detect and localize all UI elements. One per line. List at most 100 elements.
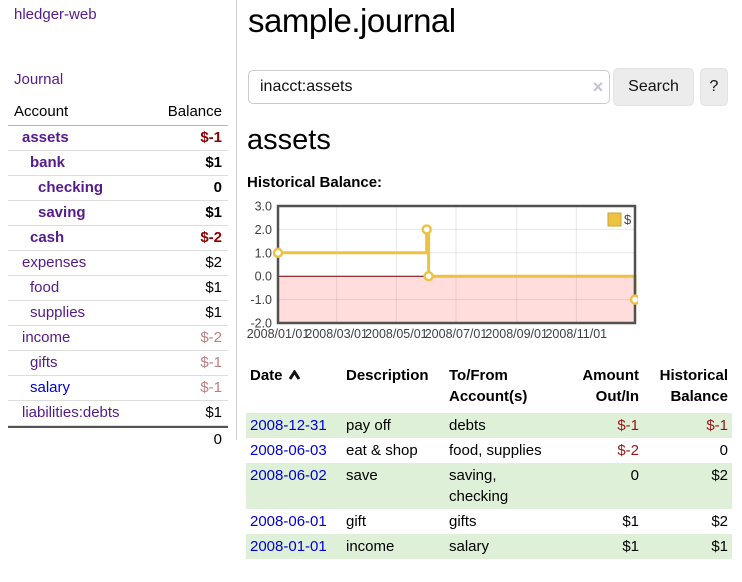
- x-axis-tick-label: 2008/05/01: [365, 327, 428, 341]
- register-date-link[interactable]: 2008-06-01: [250, 513, 327, 530]
- sidebar-account-row: cash $-2: [8, 226, 228, 251]
- sidebar-account-link[interactable]: saving: [38, 204, 86, 221]
- data-point-marker: [629, 294, 638, 305]
- legend-label: $: [624, 212, 632, 227]
- clear-search-icon[interactable]: ×: [592, 77, 604, 97]
- date-column-header[interactable]: Date: [246, 363, 342, 413]
- sidebar-account-link[interactable]: bank: [30, 154, 66, 171]
- x-axis-tick-label: 2008/03/01: [305, 327, 368, 341]
- description-column-header: Description: [346, 367, 429, 384]
- register-row: 2008-06-01 gift gifts $1 $2: [246, 509, 732, 534]
- register-accounts: debts: [449, 417, 486, 434]
- sidebar-account-link[interactable]: cash: [30, 229, 65, 246]
- account-page-title: assets: [247, 124, 331, 156]
- sidebar-account-link[interactable]: food: [30, 279, 60, 296]
- account-total-row: 0: [8, 426, 228, 452]
- register-description: save: [346, 467, 378, 484]
- register-description: eat & shop: [346, 442, 418, 459]
- sidebar-account-balance: $1: [205, 154, 222, 171]
- data-point-marker: [421, 224, 432, 235]
- plot-border: [276, 204, 637, 325]
- sidebar-account-link[interactable]: expenses: [22, 254, 87, 271]
- accounts-column-header: To/From Account(s): [449, 367, 528, 405]
- register-balance: 0: [719, 442, 728, 459]
- help-button[interactable]: ?: [700, 68, 728, 106]
- x-axis-tick-label: 2008/09/01: [485, 327, 548, 341]
- account-column-header: Account: [14, 103, 69, 120]
- register-description: gift: [346, 513, 367, 530]
- sidebar-account-balance: $-1: [200, 379, 222, 396]
- y-axis-tick-label: -1.0: [250, 293, 272, 307]
- register-balance: $2: [711, 467, 728, 484]
- sidebar-account-link[interactable]: supplies: [30, 304, 86, 321]
- register-table: Date Description To/From Account(s) Amou…: [246, 363, 732, 559]
- sidebar-account-row: food $1: [8, 276, 228, 301]
- sidebar-account-link[interactable]: salary: [30, 379, 71, 396]
- sidebar-account-link[interactable]: checking: [38, 179, 104, 196]
- sidebar-account-link[interactable]: liabilities:debts: [22, 404, 120, 421]
- sidebar-account-row: salary $-1: [8, 376, 228, 401]
- register-date-link[interactable]: 2008-12-31: [250, 417, 327, 434]
- sidebar-account-link[interactable]: assets: [22, 129, 69, 146]
- search-button[interactable]: Search: [613, 68, 694, 106]
- search-bar: × Search ?: [248, 66, 742, 106]
- register-row: 2008-01-01 income salary $1 $1: [246, 534, 732, 559]
- x-axis-tick-label: 2008/11/01: [545, 327, 607, 341]
- y-axis-tick-label: -2.0: [250, 317, 272, 331]
- sidebar-account-balance: $-1: [200, 354, 222, 371]
- register-accounts: salary: [449, 538, 490, 555]
- data-point-marker: [272, 247, 284, 258]
- register-date-link[interactable]: 2008-06-03: [250, 442, 327, 459]
- data-point-marker: [423, 270, 434, 282]
- y-axis-tick-label: 0.0: [255, 270, 272, 284]
- sidebar-account-balance: $1: [205, 204, 222, 221]
- register-header-row: Date Description To/From Account(s) Amou…: [246, 363, 732, 413]
- balance-column-header: Balance: [167, 103, 222, 120]
- sidebar-item-journal[interactable]: Journal: [14, 71, 64, 88]
- sidebar: hledger-web Journal Account Balance asse…: [0, 0, 237, 448]
- search-input[interactable]: [248, 70, 610, 104]
- sidebar-account-row: assets $-1: [8, 126, 228, 151]
- sidebar-account-balance: $-2: [200, 329, 222, 346]
- app-title-link[interactable]: hledger-web: [14, 6, 97, 23]
- register-balance: $2: [711, 513, 728, 530]
- page-title: sample.journal: [248, 2, 456, 39]
- negative-region-fill: [278, 276, 635, 323]
- register-description: income: [346, 538, 395, 555]
- sidebar-account-row: checking 0: [8, 176, 228, 201]
- account-rows: assets $-1 bank $1 checking 0 saving $1 cash $-2 e…: [8, 126, 228, 426]
- register-accounts: food, supplies: [449, 442, 542, 459]
- account-balance-table: Account Balance assets $-1 bank $1 checking 0…: [8, 101, 228, 452]
- register-description: pay off: [346, 417, 391, 434]
- register-date-link[interactable]: 2008-06-02: [250, 467, 327, 484]
- sort-ascending-icon: [288, 370, 300, 380]
- register-row: 2008-12-31 pay off debts $-1 $-1: [246, 413, 732, 438]
- register-amount: 0: [630, 467, 639, 484]
- sidebar-account-balance: $1: [205, 404, 222, 421]
- x-axis-tick-label: 2008/01/01: [247, 327, 310, 341]
- sidebar-account-balance: 0: [213, 179, 222, 196]
- y-axis-tick-label: 1.0: [255, 246, 272, 260]
- sidebar-account-row: income $-2: [8, 326, 228, 351]
- register-amount: $-2: [617, 442, 639, 459]
- sidebar-account-row: supplies $1: [8, 301, 228, 326]
- sidebar-account-balance: $-1: [200, 129, 222, 146]
- sidebar-account-balance: $1: [205, 304, 222, 321]
- register-date-link[interactable]: 2008-01-01: [250, 538, 327, 555]
- amount-column-header: Amount Out/In: [582, 367, 639, 405]
- sidebar-account-row: gifts $-1: [8, 351, 228, 376]
- sidebar-account-link[interactable]: income: [22, 329, 71, 346]
- account-table-header: Account Balance: [8, 101, 228, 126]
- y-axis-tick-label: 3.0: [255, 200, 272, 214]
- chart-title: Historical Balance:: [247, 174, 383, 191]
- x-axis-tick-label: 2008/07/01: [425, 327, 488, 341]
- sidebar-account-row: liabilities:debts $1: [8, 401, 228, 426]
- sidebar-account-link[interactable]: gifts: [30, 354, 58, 371]
- register-accounts: saving, checking: [449, 467, 509, 505]
- sidebar-account-row: bank $1: [8, 151, 228, 176]
- legend-swatch: [607, 212, 622, 227]
- register-accounts: gifts: [449, 513, 477, 530]
- sidebar-account-balance: $1: [205, 279, 222, 296]
- account-total-value: 0: [213, 431, 222, 448]
- sidebar-account-row: saving $1: [8, 201, 228, 226]
